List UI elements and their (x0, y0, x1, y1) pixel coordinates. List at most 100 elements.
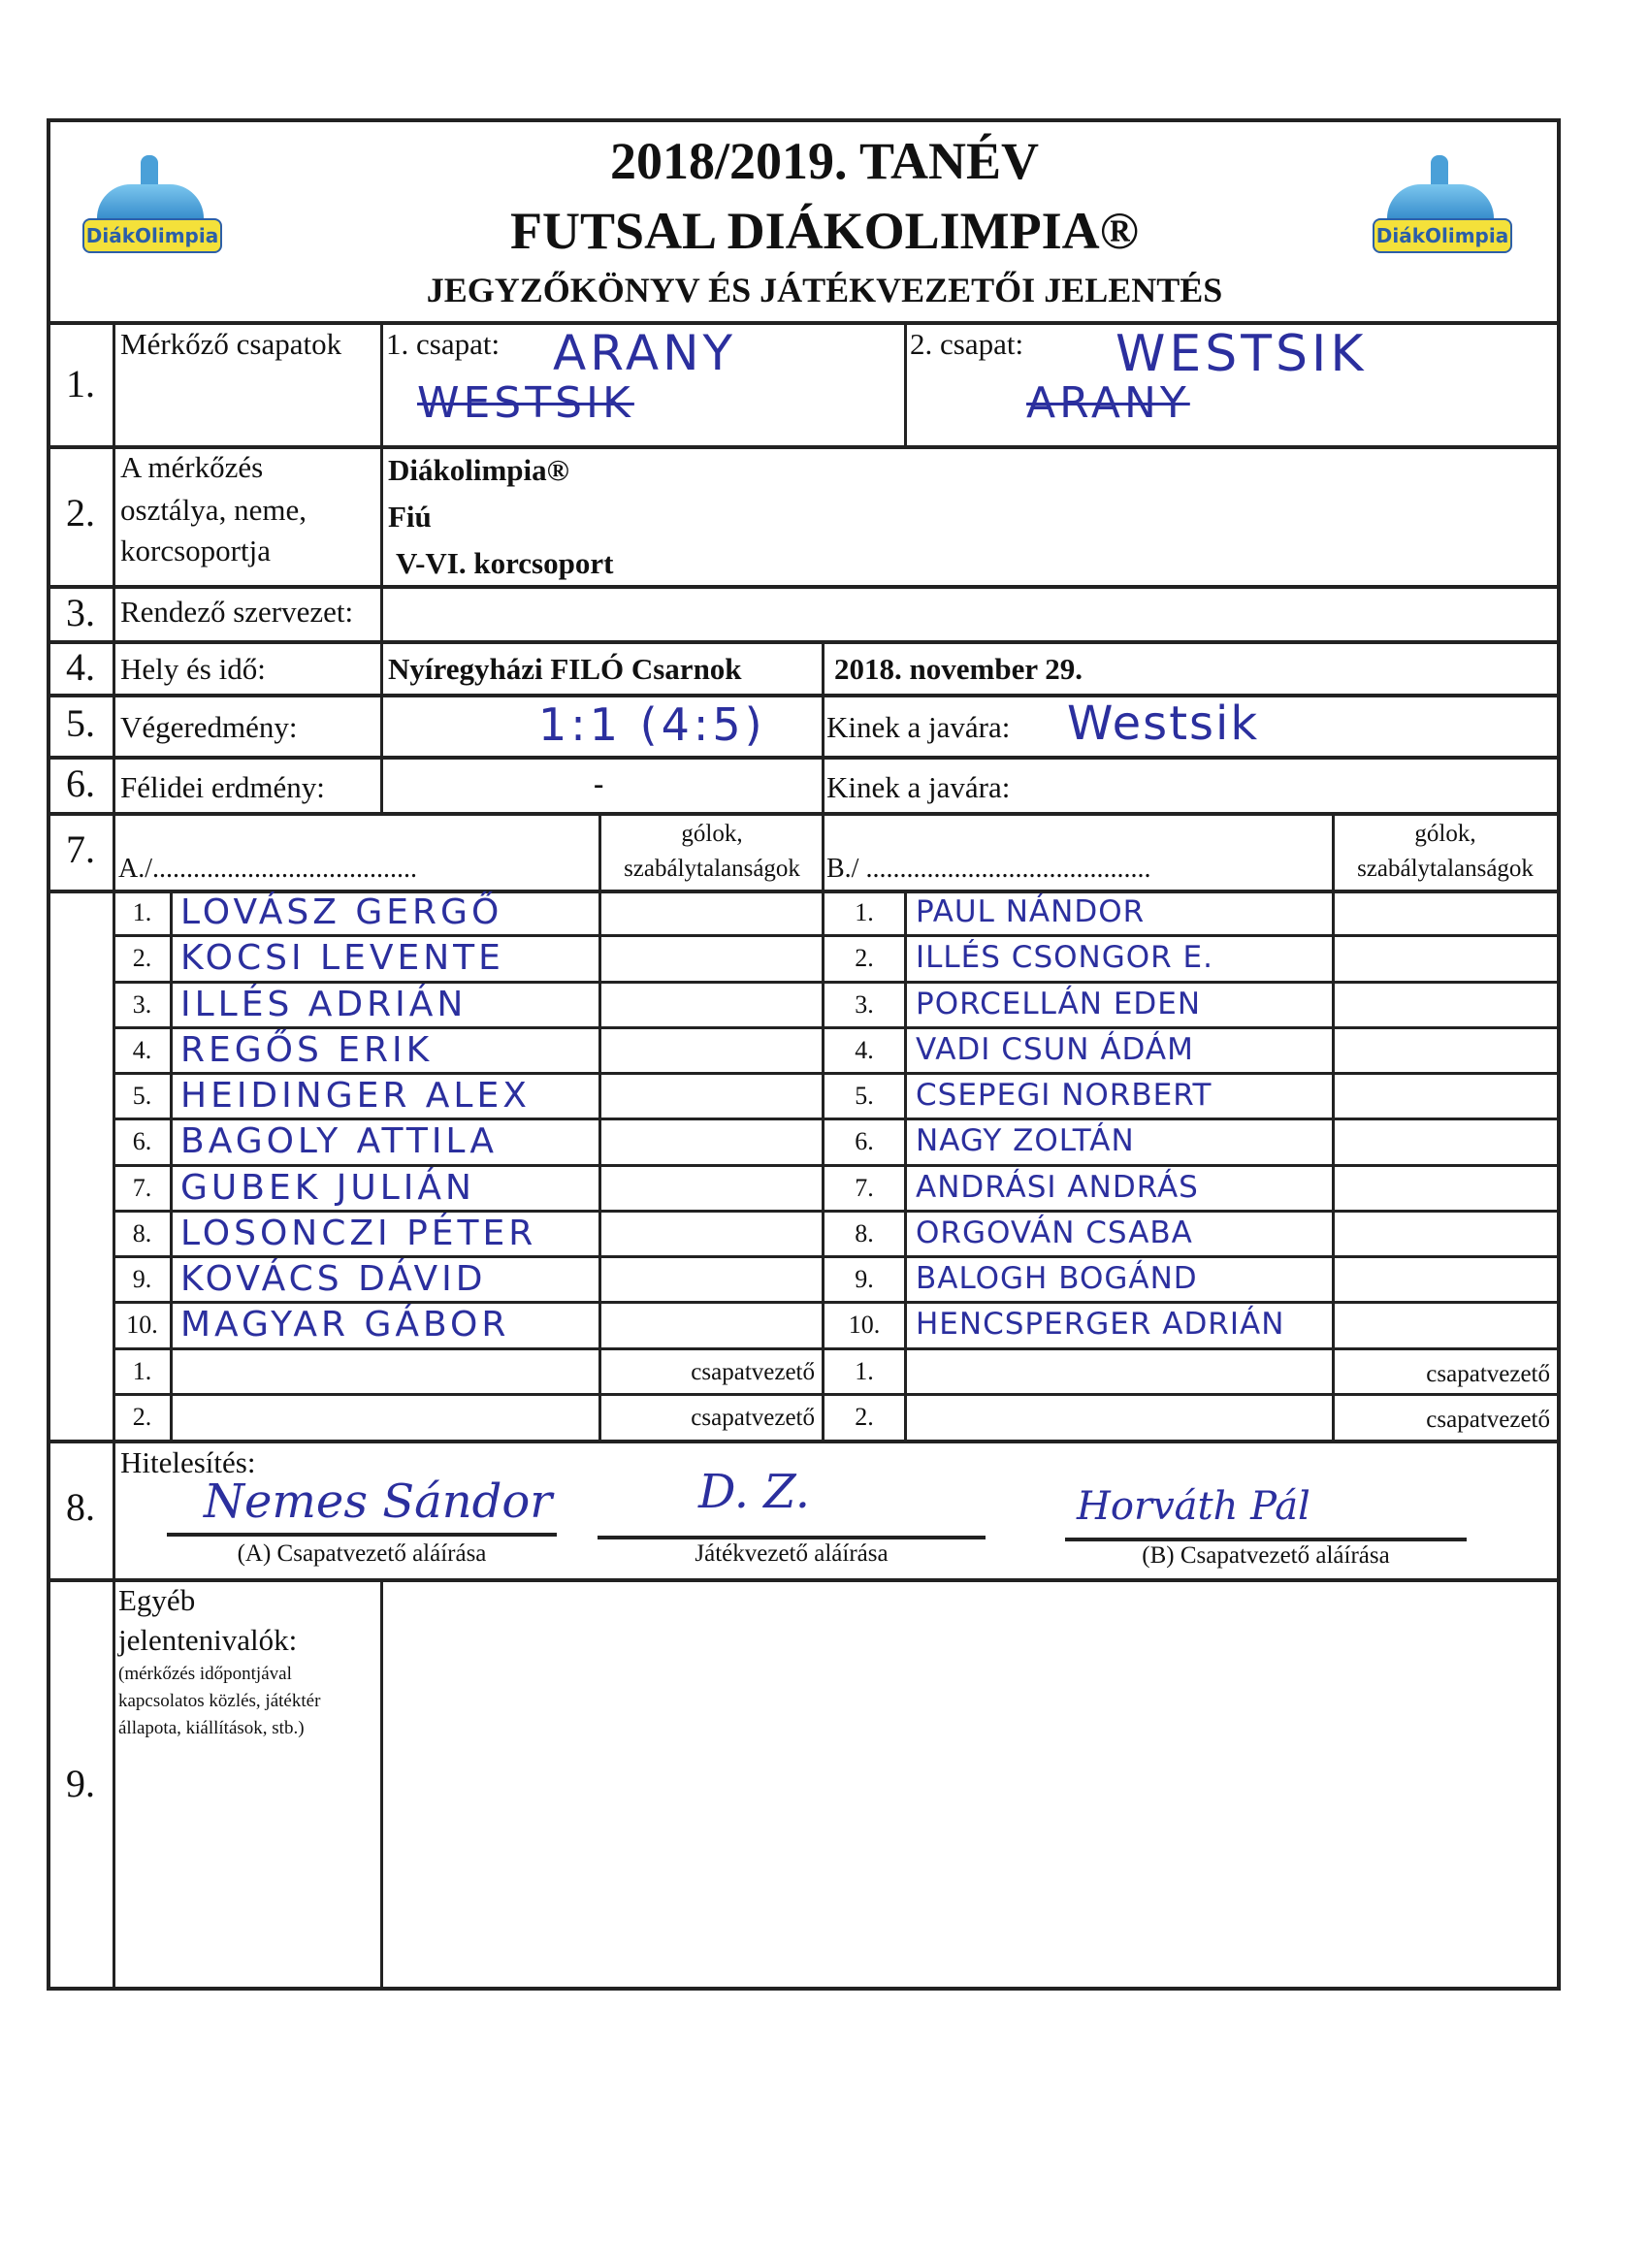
title-sub: JEGYZŐKÖNYV ÉS JÁTÉKVEZETŐI JELENTÉS (426, 271, 1223, 309)
team-a-player-goals-cell[interactable] (601, 1257, 821, 1300)
team-a-player-goals-cell[interactable] (601, 936, 821, 979)
other-reports-note-3: állapota, kiállítások, stb.) (118, 1718, 305, 1738)
team-b-player-name[interactable]: PAUL NÁNDOR (916, 894, 1146, 929)
team-a-goals-header-1: gólok, (681, 821, 743, 847)
team2-value[interactable]: WESTSIK (1116, 325, 1368, 383)
team-a-leader-number: 1. (132, 1357, 152, 1385)
team-a-player-name[interactable]: GUBEK JULIÁN (180, 1168, 475, 1208)
team-b-player-goals-cell[interactable] (1335, 1212, 1554, 1254)
team-a-player-goals-cell[interactable] (601, 983, 821, 1025)
team2-struck-value: ARANY (1026, 378, 1190, 428)
team-b-player-name[interactable]: ILLÉS CSONGOR E. (916, 940, 1213, 975)
other-reports-field[interactable] (386, 1583, 1554, 1983)
signature-referee: D. Z. (698, 1465, 811, 1519)
signature-referee-label: Játékvezető aláírása (695, 1540, 889, 1567)
team-a-player-number: 9. (132, 1265, 152, 1293)
final-winner-value[interactable]: Westsik (1067, 697, 1260, 751)
team1-label: 1. csapat: (386, 327, 501, 361)
team-b-player-goals-cell[interactable] (1335, 1257, 1554, 1300)
team-b-player-name[interactable]: NAGY ZOLTÁN (916, 1123, 1135, 1158)
team-a-leader-role: csapatvezető (691, 1359, 815, 1385)
signature-team-a-label: (A) Csapatvezető aláírása (237, 1540, 487, 1567)
team-b-player-number: 8. (855, 1219, 874, 1247)
title-main: FUTSAL DIÁKOLIMPIA® (510, 202, 1139, 260)
team-a-player-name[interactable]: HEIDINGER ALEX (180, 1076, 531, 1116)
team-a-player-goals-cell[interactable] (601, 891, 821, 933)
other-reports-note-2: kapcsolatos közlés, játéktér (118, 1691, 321, 1711)
team2-label: 2. csapat: (910, 327, 1024, 361)
team-a-player-name[interactable]: KOCSI LEVENTE (180, 938, 504, 978)
team-b-player-goals-cell[interactable] (1335, 936, 1554, 979)
team-b-player-goals-cell[interactable] (1335, 1119, 1554, 1162)
signature-team-a: Nemes Sándor (204, 1474, 553, 1529)
section-6-number: 6. (66, 761, 95, 805)
team-b-player-number: 9. (855, 1265, 874, 1293)
section-8-number: 8. (66, 1485, 95, 1529)
final-winner-label: Kinek a javára: (826, 710, 1011, 744)
date-value: 2018. november 29. (834, 652, 1083, 686)
team-b-player-name[interactable]: HENCSPERGER ADRIÁN (916, 1307, 1285, 1342)
team-a-player-goals-cell[interactable] (601, 1028, 821, 1071)
team-a-player-goals-cell[interactable] (601, 1303, 821, 1345)
form-frame (47, 118, 1561, 1991)
team-b-player-goals-cell[interactable] (1335, 891, 1554, 933)
team-a-player-name[interactable]: BAGOLY ATTILA (180, 1121, 498, 1161)
section-4-number: 4. (66, 645, 95, 689)
team-b-player-number: 7. (855, 1174, 874, 1202)
section-9-number: 9. (66, 1762, 95, 1805)
category-value-2: Fiú (388, 500, 432, 534)
halftime-score-value: - (594, 766, 604, 800)
section-1-number: 1. (66, 362, 95, 405)
team-a-player-goals-cell[interactable] (601, 1212, 821, 1254)
team-b-player-name[interactable]: VADI CSUN ÁDÁM (916, 1032, 1194, 1067)
team-b-player-name[interactable]: PORCELLÁN EDEN (916, 987, 1202, 1021)
section-3-number: 3. (66, 591, 95, 634)
final-score-value[interactable]: 1:1 (4:5) (538, 698, 766, 751)
signature-team-b: Horváth Pál (1077, 1484, 1310, 1529)
team-b-leader-role: csapatvezető (1426, 1407, 1550, 1433)
team-b-player-goals-cell[interactable] (1335, 1166, 1554, 1209)
team-b-player-goals-cell[interactable] (1335, 1303, 1554, 1345)
diakolimpia-logo-right: DiákOlimpia (1373, 155, 1512, 262)
team-a-player-goals-cell[interactable] (601, 1166, 821, 1209)
team-b-player-goals-cell[interactable] (1335, 1074, 1554, 1117)
category-label-line1: A mérkőzés (120, 450, 264, 484)
organizer-label: Rendező szervezet: (120, 595, 354, 629)
other-reports-label-1: Egyéb (118, 1583, 196, 1617)
section-5-number: 5. (66, 701, 95, 745)
team-b-leader-number: 2. (855, 1403, 874, 1431)
team-a-player-number: 7. (132, 1174, 152, 1202)
authentication-label: Hitelesítés: (120, 1445, 256, 1479)
team-b-player-goals-cell[interactable] (1335, 1028, 1554, 1071)
team-b-player-number: 1. (855, 898, 874, 926)
team-a-player-number: 10. (126, 1311, 158, 1339)
other-reports-note-1: (mérkőzés időpontjával (118, 1664, 292, 1684)
team-a-player-name[interactable]: ILLÉS ADRIÁN (180, 985, 468, 1024)
team-b-goals-header-2: szabálytalanságok (1357, 856, 1534, 882)
team-b-player-name[interactable]: ANDRÁSI ANDRÁS (916, 1170, 1199, 1205)
team-b-player-number: 10. (848, 1311, 881, 1339)
team-b-player-goals-cell[interactable] (1335, 983, 1554, 1025)
team-a-player-number: 5. (132, 1082, 152, 1110)
team-a-player-name[interactable]: MAGYAR GÁBOR (180, 1305, 510, 1345)
category-value-1: Diákolimpia® (388, 453, 569, 487)
team-a-player-name[interactable]: LOVÁSZ GERGŐ (180, 892, 503, 932)
team-a-player-name[interactable]: KOVÁCS DÁVID (180, 1259, 487, 1299)
team1-value[interactable]: ARANY (553, 325, 737, 381)
team-b-player-name[interactable]: BALOGH BOGÁND (916, 1261, 1198, 1296)
halftime-label: Félidei erdmény: (120, 770, 325, 804)
team-a-header: A./.....................................… (118, 854, 417, 884)
team-b-player-name[interactable]: ORGOVÁN CSABA (916, 1215, 1193, 1250)
team-b-player-name[interactable]: CSEPEGI NORBERT (916, 1078, 1212, 1113)
team-a-player-goals-cell[interactable] (601, 1074, 821, 1117)
team-b-player-number: 6. (855, 1127, 874, 1155)
category-label-line3: korcsoportja (120, 534, 271, 567)
category-value-3: V-VI. korcsoport (396, 546, 614, 580)
team-a-player-name[interactable]: LOSONCZI PÉTER (180, 1214, 537, 1253)
team-a-leader-number: 2. (132, 1403, 152, 1431)
diakolimpia-logo-left: DiákOlimpia (82, 155, 222, 262)
team-a-player-name[interactable]: REGŐS ERIK (180, 1030, 434, 1070)
section-2-number: 2. (66, 491, 95, 535)
team-b-player-number: 2. (855, 944, 874, 972)
team-a-player-goals-cell[interactable] (601, 1119, 821, 1162)
